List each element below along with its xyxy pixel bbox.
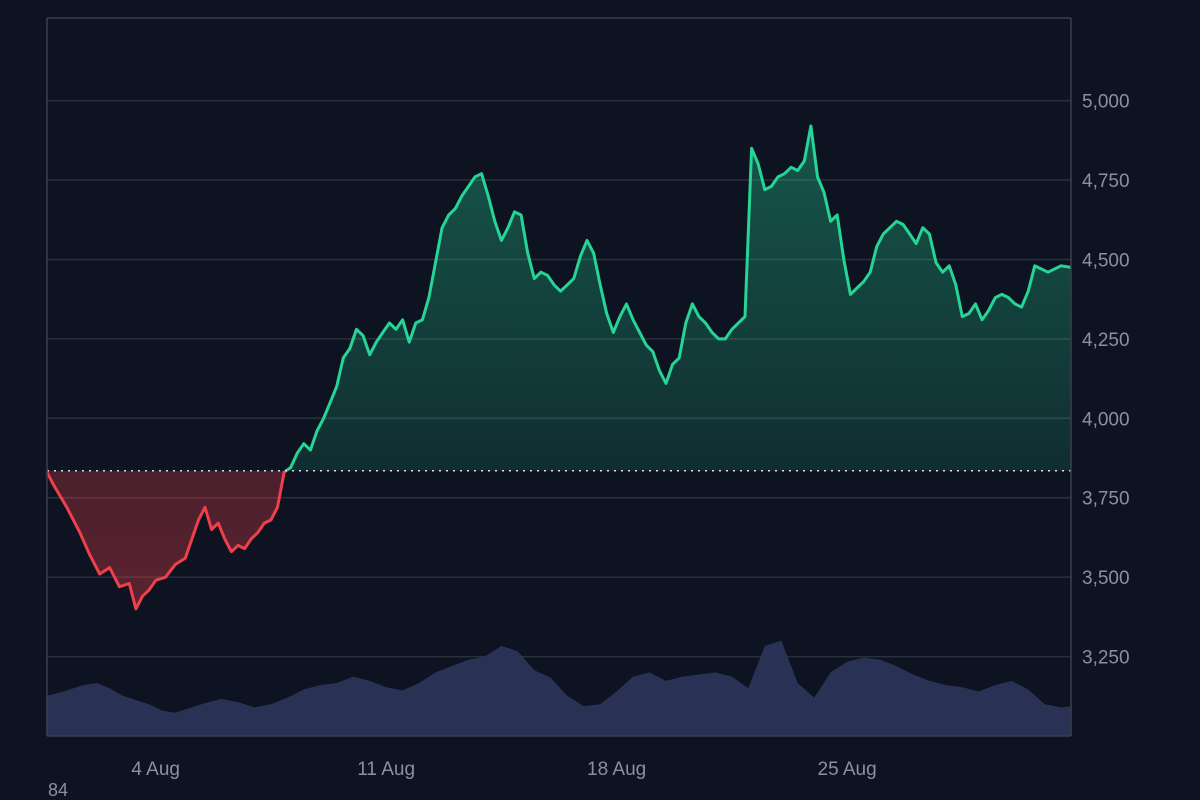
- y-axis-ticks: 3,250 3,500 3,750 4,000 4,250 4,500 4,750 5,000: [1082, 92, 1130, 669]
- y-tick-label-6: 4,750: [1082, 171, 1130, 192]
- x-axis-ticks: 4 Aug 11 Aug 18 Aug 25 Aug: [131, 759, 876, 780]
- x-tick-label-1: 11 Aug: [357, 759, 415, 780]
- price-line-up: [283, 124, 1072, 471]
- y-tick-label-5: 4,500: [1082, 250, 1130, 271]
- x-tick-label-0: 4 Aug: [131, 759, 180, 780]
- price-area-down: [47, 470, 287, 609]
- price-line: [45, 124, 1072, 611]
- y-tick-label-7: 5,000: [1082, 92, 1130, 113]
- price-area-up: [47, 126, 1071, 471]
- x-tick-label-2: 18 Aug: [587, 759, 646, 780]
- y-tick-label-2: 3,750: [1082, 489, 1130, 510]
- corner-label: 84: [48, 780, 69, 800]
- y-tick-label-0: 3,250: [1082, 648, 1130, 669]
- plot-frame: [46, 17, 1072, 737]
- volume-area: [47, 640, 1071, 736]
- x-tick-label-3: 25 Aug: [818, 759, 877, 780]
- y-tick-label-3: 4,000: [1082, 409, 1130, 430]
- y-tick-label-1: 3,500: [1082, 568, 1130, 589]
- y-tick-label-4: 4,250: [1082, 330, 1130, 351]
- price-area: [47, 126, 1071, 609]
- price-line-down: [45, 470, 289, 611]
- volume-series: [47, 640, 1071, 736]
